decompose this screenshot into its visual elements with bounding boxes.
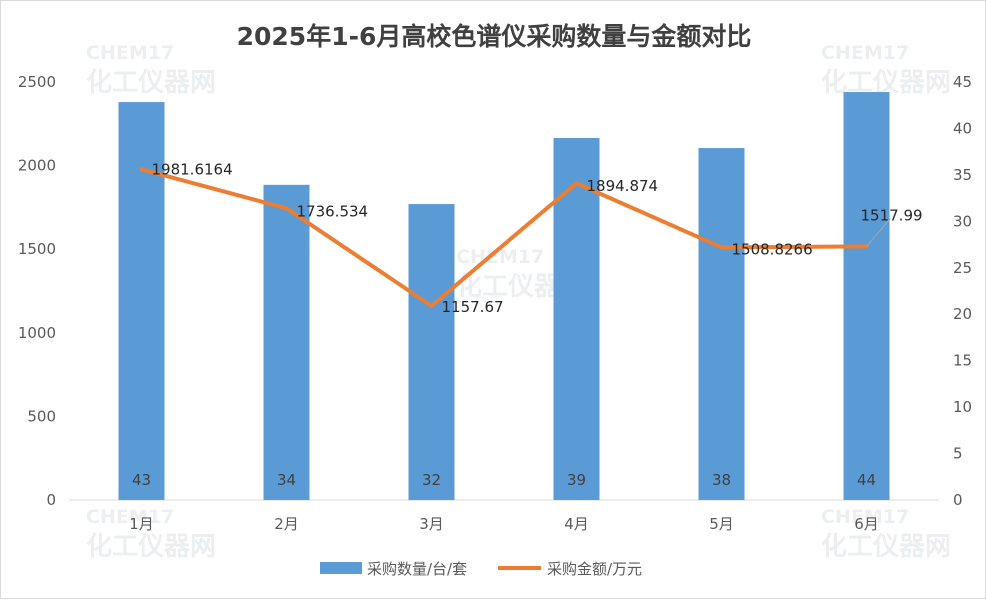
left-tick-label: 2500	[18, 73, 56, 91]
left-tick-label: 1500	[18, 240, 56, 258]
bar-data-label: 32	[422, 471, 441, 489]
watermark-top-left: CHEM17 化工仪器网	[86, 42, 216, 98]
bar	[264, 185, 310, 500]
line-data-label: 1157.67	[442, 298, 504, 316]
left-tick-label: 2000	[18, 157, 56, 175]
svg-text:化工仪器网: 化工仪器网	[86, 532, 216, 562]
right-tick-label: 30	[953, 212, 972, 230]
right-tick-label: 40	[953, 119, 972, 137]
svg-text:化工仪器网: 化工仪器网	[86, 68, 216, 98]
svg-text:化工仪器网: 化工仪器网	[821, 532, 951, 562]
line-data-label: 1981.6164	[152, 160, 233, 178]
svg-text:CHEM17: CHEM17	[821, 42, 909, 64]
bar	[409, 204, 455, 500]
x-tick-label: 6月	[854, 515, 879, 533]
left-tick-label: 0	[46, 491, 56, 509]
line-data-label: 1517.99	[861, 206, 923, 224]
bar-data-label: 34	[277, 471, 296, 489]
legend-bar-swatch	[320, 562, 362, 574]
x-tick-label: 4月	[564, 515, 589, 533]
right-tick-label: 15	[953, 352, 972, 370]
x-tick-label: 2月	[274, 515, 299, 533]
watermark-top-right: CHEM17 化工仪器网	[821, 42, 951, 98]
svg-text:CHEM17: CHEM17	[86, 42, 174, 64]
line-data-label: 1894.874	[587, 177, 659, 195]
x-tick-label: 1月	[129, 515, 154, 533]
x-axis-ticks: 1月 2月 3月 4月 5月 6月	[129, 515, 879, 533]
legend-bar-label: 采购数量/台/套	[367, 560, 467, 578]
x-tick-label: 5月	[709, 515, 734, 533]
watermark-bottom-right: CHEM17 化工仪器网	[821, 506, 951, 562]
left-axis-ticks: 0 500 1000 1500 2000 2500	[18, 73, 56, 509]
right-tick-label: 10	[953, 398, 972, 416]
bar-data-label: 39	[567, 471, 586, 489]
bar-data-label: 44	[857, 471, 876, 489]
bar-data-label: 43	[132, 471, 151, 489]
bar	[844, 92, 890, 500]
line-data-label: 1508.8266	[732, 240, 813, 258]
right-tick-label: 25	[953, 259, 972, 277]
bar	[699, 148, 745, 500]
legend: 采购数量/台/套 采购金额/万元	[320, 560, 642, 578]
right-tick-label: 5	[953, 445, 963, 463]
left-tick-label: 1000	[18, 324, 56, 342]
bar-data-label: 38	[712, 471, 731, 489]
x-tick-label: 3月	[419, 515, 444, 533]
right-tick-label: 0	[953, 491, 963, 509]
right-tick-label: 20	[953, 305, 972, 323]
legend-line-label: 采购金额/万元	[547, 560, 642, 578]
right-tick-label: 35	[953, 166, 972, 184]
line-data-label: 1736.534	[297, 202, 369, 220]
right-axis-ticks: 0 5 10 15 20 25 30 35 40 45	[953, 73, 972, 509]
bar-data-labels: 43 34 32 39 38 44	[132, 471, 876, 489]
right-tick-label: 45	[953, 73, 972, 91]
chart-title: 2025年1-6月高校色谱仪采购数量与金额对比	[237, 22, 752, 51]
left-tick-label: 500	[27, 407, 56, 425]
